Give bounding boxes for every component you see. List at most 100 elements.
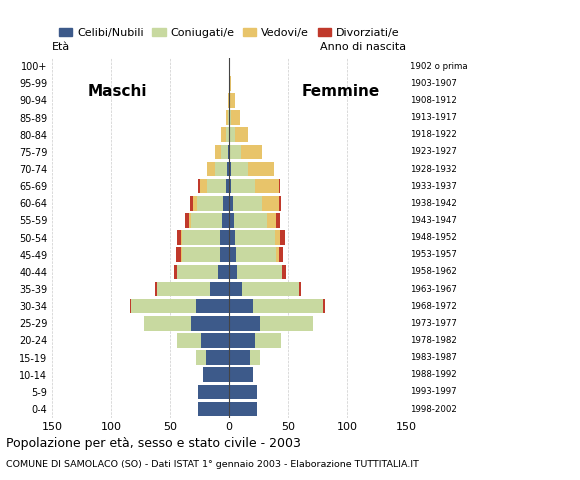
Bar — [229, 402, 258, 416]
Bar — [222, 213, 229, 228]
Bar — [228, 93, 229, 108]
Text: 1983-1987: 1983-1987 — [409, 353, 456, 362]
Bar — [229, 299, 253, 313]
Bar — [176, 248, 181, 262]
Bar — [228, 144, 229, 159]
Text: Popolazione per età, sesso e stato civile - 2003: Popolazione per età, sesso e stato civil… — [6, 437, 300, 450]
Bar — [198, 402, 229, 416]
Bar — [280, 230, 285, 245]
Text: 1953-1957: 1953-1957 — [409, 250, 456, 259]
Bar — [221, 144, 228, 159]
Bar — [196, 299, 229, 313]
Bar — [229, 230, 235, 245]
Bar — [177, 230, 181, 245]
Bar — [229, 368, 253, 382]
Bar — [276, 248, 278, 262]
Bar — [227, 162, 229, 176]
Bar — [210, 282, 229, 296]
Bar — [276, 213, 280, 228]
Bar — [226, 110, 228, 125]
Bar — [229, 59, 230, 73]
Bar — [236, 248, 276, 262]
Text: 1902 o prima: 1902 o prima — [409, 61, 467, 71]
Bar — [189, 213, 191, 228]
Bar — [253, 299, 324, 313]
Bar — [278, 248, 284, 262]
Bar — [255, 179, 278, 193]
Text: 1933-1937: 1933-1937 — [409, 181, 456, 191]
Text: 1943-1947: 1943-1947 — [409, 216, 456, 225]
Bar — [235, 230, 275, 245]
Text: 1963-1967: 1963-1967 — [409, 285, 456, 294]
Bar — [181, 248, 182, 262]
Bar — [155, 282, 157, 296]
Bar — [203, 368, 229, 382]
Bar — [229, 248, 236, 262]
Text: 1958-1962: 1958-1962 — [409, 267, 456, 276]
Bar — [206, 179, 226, 193]
Bar — [181, 230, 182, 245]
Bar — [251, 350, 260, 365]
Bar — [223, 196, 229, 211]
Bar — [205, 350, 229, 365]
Text: 1903-1907: 1903-1907 — [409, 79, 456, 88]
Bar — [193, 196, 197, 211]
Bar — [299, 282, 301, 296]
Text: 1968-1972: 1968-1972 — [409, 301, 456, 311]
Bar — [231, 162, 248, 176]
Bar — [221, 128, 226, 142]
Bar — [231, 179, 255, 193]
Bar — [206, 162, 215, 176]
Bar — [197, 196, 223, 211]
Bar — [144, 316, 191, 331]
Bar — [229, 316, 260, 331]
Bar — [201, 333, 229, 348]
Bar — [220, 230, 229, 245]
Bar — [229, 282, 242, 296]
Bar — [182, 248, 220, 262]
Bar — [230, 93, 235, 108]
Bar — [226, 128, 229, 142]
Bar — [229, 179, 231, 193]
Text: 1948-1952: 1948-1952 — [409, 233, 456, 242]
Bar — [233, 196, 262, 211]
Bar — [191, 213, 222, 228]
Bar — [157, 282, 210, 296]
Text: Maschi: Maschi — [88, 84, 147, 99]
Bar — [229, 196, 233, 211]
Text: 1938-1942: 1938-1942 — [409, 199, 456, 208]
Bar — [228, 110, 229, 125]
Bar — [248, 162, 274, 176]
Bar — [229, 128, 235, 142]
Bar — [191, 316, 229, 331]
Bar — [229, 110, 231, 125]
Bar — [234, 213, 267, 228]
Bar — [229, 350, 251, 365]
Bar — [267, 213, 276, 228]
Legend: Celibi/Nubili, Coniugati/e, Vedovi/e, Divorziati/e: Celibi/Nubili, Coniugati/e, Vedovi/e, Di… — [55, 24, 404, 42]
Bar — [220, 248, 229, 262]
Bar — [229, 264, 237, 279]
Text: 1973-1977: 1973-1977 — [409, 319, 456, 328]
Bar — [177, 264, 219, 279]
Bar — [235, 128, 248, 142]
Bar — [130, 299, 131, 313]
Bar — [278, 179, 280, 193]
Text: 1928-1932: 1928-1932 — [409, 165, 456, 174]
Text: Femmine: Femmine — [302, 84, 380, 99]
Bar — [242, 282, 299, 296]
Bar — [262, 196, 278, 211]
Bar — [186, 213, 189, 228]
Bar — [241, 144, 262, 159]
Text: 1993-1997: 1993-1997 — [409, 387, 456, 396]
Bar — [229, 213, 234, 228]
Bar — [190, 196, 193, 211]
Bar — [131, 299, 196, 313]
Bar — [173, 264, 177, 279]
Bar — [198, 179, 200, 193]
Bar — [177, 333, 201, 348]
Bar — [230, 144, 241, 159]
Bar — [219, 264, 229, 279]
Bar — [229, 384, 258, 399]
Bar — [229, 144, 230, 159]
